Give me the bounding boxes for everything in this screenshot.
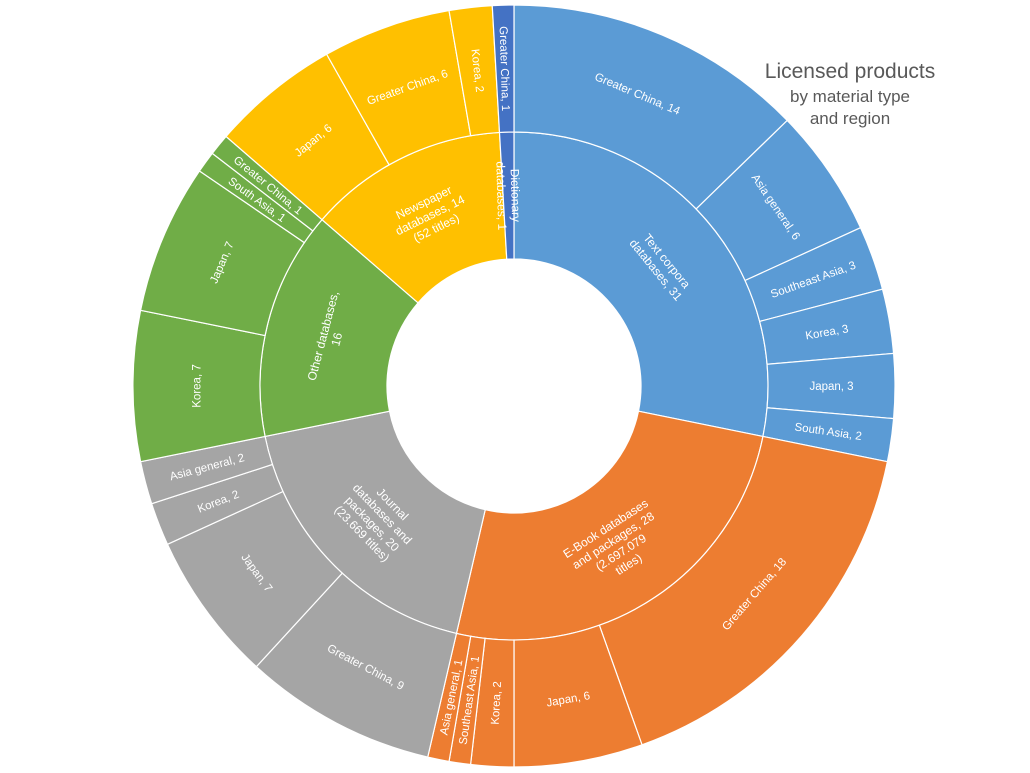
label-e-book-databases-and-packages-korea: Korea, 2 bbox=[490, 681, 504, 725]
chart-title: Licensed products bbox=[764, 60, 936, 83]
segment-dictionary-databases-greater-china bbox=[491, 4, 515, 134]
chart-title-block: Licensed products by material type and r… bbox=[730, 58, 970, 130]
label-text-corpora-databases-japan: Japan, 3 bbox=[809, 381, 853, 393]
label-newspaper-databases-korea: Korea, 2 bbox=[468, 48, 485, 93]
segment-e-book-databases-and-packages-greater-china bbox=[598, 435, 889, 746]
label-dictionary-databases-greater-china: Greater China, 1 bbox=[497, 26, 511, 111]
label-other-databases-korea: Korea, 7 bbox=[192, 364, 204, 407]
chart-subtitle-line-2: and region bbox=[809, 109, 891, 128]
label-dictionary-databases: Dictionarydatabases, 1 bbox=[493, 161, 523, 231]
label-newspaper-databases: Newspaperdatabases, 14(52 titles) bbox=[387, 179, 474, 250]
chart-subtitle-line-1: by material type bbox=[790, 87, 910, 106]
